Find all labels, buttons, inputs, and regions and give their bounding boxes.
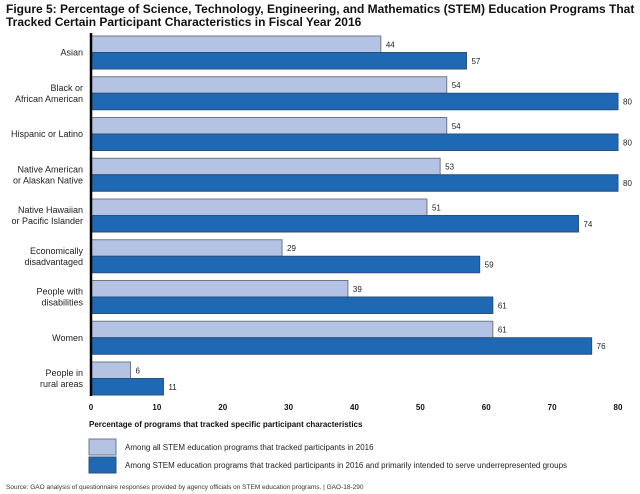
- x-tick-label: 10: [152, 403, 161, 412]
- category-label: Black or: [50, 83, 83, 93]
- legend-label: Among all STEM education programs that t…: [125, 443, 374, 452]
- value-label: 74: [583, 220, 592, 229]
- value-label: 80: [623, 98, 632, 107]
- category-label: People with: [36, 287, 83, 297]
- value-label: 44: [386, 40, 395, 49]
- bar-underrepresented-programs: [90, 174, 619, 192]
- bar-all-programs: [90, 157, 441, 176]
- x-tick-label: 0: [89, 403, 94, 412]
- value-label: 61: [498, 301, 507, 310]
- source-note: Source: GAO analysis of questionnaire re…: [6, 484, 364, 491]
- value-label: 54: [452, 81, 461, 90]
- bar-all-programs: [90, 280, 349, 298]
- x-tick-label: 50: [416, 403, 425, 412]
- legend-swatch: [88, 438, 117, 456]
- value-label: 59: [485, 261, 494, 270]
- bar-underrepresented-programs: [90, 296, 494, 314]
- category-label: or Alaskan Native: [13, 175, 83, 185]
- bar-all-programs: [90, 76, 448, 94]
- category-label: Native American: [17, 164, 83, 174]
- value-label: 51: [432, 203, 441, 212]
- bar-underrepresented-programs: [90, 378, 164, 396]
- value-label: 57: [471, 57, 480, 66]
- value-label: 61: [498, 326, 507, 335]
- category-label: disadvantaged: [24, 257, 83, 267]
- category-label: Economically: [30, 246, 84, 256]
- x-tick-label: 60: [482, 403, 491, 412]
- bar-underrepresented-programs: [90, 337, 593, 355]
- category-label: Native Hawaiian: [18, 205, 83, 215]
- x-tick-label: 70: [548, 403, 557, 412]
- value-label: 11: [168, 383, 177, 392]
- x-tick-label: 40: [350, 403, 359, 412]
- bar-underrepresented-programs: [90, 133, 619, 151]
- bar-all-programs: [90, 198, 428, 216]
- category-label: People in: [45, 368, 83, 378]
- value-label: 80: [623, 179, 632, 188]
- category-label: Hispanic or Latino: [11, 129, 83, 139]
- value-label: 53: [445, 163, 454, 172]
- category-label: Asian: [60, 48, 83, 58]
- value-label: 76: [597, 342, 606, 351]
- category-label: African American: [15, 94, 83, 104]
- value-label: 29: [287, 244, 296, 253]
- value-label: 54: [452, 122, 461, 131]
- x-tick-label: 20: [218, 403, 227, 412]
- value-label: 39: [353, 285, 362, 294]
- category-label: Women: [52, 333, 83, 343]
- bar-underrepresented-programs: [90, 255, 481, 274]
- bar-all-programs: [90, 361, 132, 379]
- x-tick-label: 80: [614, 403, 623, 412]
- chart-title: Figure 5: Percentage of Science, Technol…: [6, 2, 635, 29]
- x-tick-label: 30: [284, 403, 293, 412]
- value-label: 6: [136, 366, 141, 375]
- category-label: or Pacific Islander: [11, 216, 83, 226]
- bar-underrepresented-programs: [90, 52, 467, 70]
- bar-all-programs: [90, 35, 382, 53]
- category-label: rural areas: [40, 379, 84, 389]
- bar-underrepresented-programs: [90, 92, 619, 111]
- x-axis-label: Percentage of programs that tracked spec…: [89, 420, 363, 429]
- bar-underrepresented-programs: [90, 215, 579, 233]
- legend-swatch: [88, 456, 117, 474]
- bar-all-programs: [90, 320, 494, 339]
- category-label: disabilities: [41, 298, 83, 308]
- value-label: 80: [623, 138, 632, 147]
- bar-all-programs: [90, 117, 448, 135]
- legend-label: Among STEM education programs that track…: [125, 461, 567, 470]
- bar-all-programs: [90, 239, 283, 257]
